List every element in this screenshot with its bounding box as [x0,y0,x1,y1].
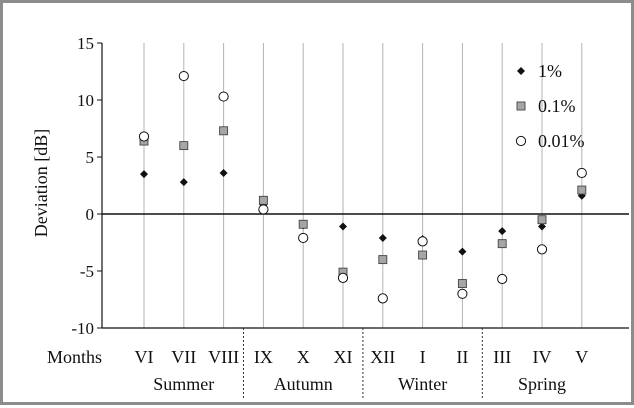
point-circle-IX [258,204,269,215]
legend-label: 0.01% [538,131,585,151]
x-tick-label-VIII: VIII [208,347,239,367]
point-square-I [418,250,428,260]
y-tick-label: 10 [77,91,94,110]
point-diamond-IV [538,222,546,231]
point-diamond-VIII [219,168,228,177]
x-tick-label-II: II [456,347,468,367]
point-diamond-II [458,247,467,256]
x-tick-label-XI: XI [334,347,353,367]
x-category-labels: VI VII VIII IX X XI XII I II III IV V [135,347,589,367]
point-circle-VII [178,70,189,82]
axes [101,43,629,329]
point-square-VIII [219,126,229,136]
legend-label: 0.1% [538,96,576,116]
point-circle-XII [377,293,388,304]
point-circle-IV [536,244,548,255]
point-diamond-VI [140,170,148,179]
y-tick-label: 0 [86,205,95,224]
point-circle-X [298,232,309,244]
point-square-VII [179,141,189,151]
y-axis-label: Deviation [dB] [31,129,51,237]
y-tick-label: 15 [77,34,94,53]
point-circle-III [497,273,508,285]
y-ticks: -10 -5 0 5 10 15 [71,34,102,338]
point-square-XII [378,255,388,265]
x-tick-label-IV: IV [533,347,552,367]
season-label-spring: Spring [518,374,566,394]
point-square-IV [537,215,547,225]
y-tick-label: -10 [71,319,94,338]
y-tick-label: -5 [80,262,94,281]
x-tick-label-VII: VII [171,347,196,367]
point-circle-VI [138,131,150,142]
point-square-X [298,219,308,229]
point-diamond-VII [179,178,188,187]
legend-label: 1% [538,61,562,81]
season-label-autumn: Autumn [274,374,333,394]
season-groups: Summer Autumn Winter Spring [153,328,566,398]
point-square-III [497,239,507,249]
x-tick-label-VI: VI [135,347,154,367]
season-label-winter: Winter [398,374,447,394]
legend: 1% 0.1% 0.01% [515,61,585,151]
y-tick-label: 5 [86,148,95,167]
point-diamond-XI [339,222,347,231]
x-tick-label-IX: IX [254,347,273,367]
grid-lines [143,43,583,328]
point-square-V [577,185,587,195]
x-tick-label-X: X [297,347,310,367]
point-circle-II [457,288,468,299]
x-tick-label-V: V [575,347,588,367]
point-circle-VIII [218,91,229,102]
point-circle-I [417,236,428,247]
legend-marker-square [516,101,526,111]
point-circle-XI [337,272,349,283]
point-circle-V [576,167,587,179]
x-prefix-label: Months [47,347,102,367]
point-square-IX [258,195,268,205]
point-diamond-XII [378,233,387,242]
legend-marker-diamond [517,67,525,75]
legend-marker-circle [515,135,527,147]
point-square-II [457,279,467,288]
x-tick-label-XII: XII [370,347,395,367]
x-tick-label-III: III [493,347,511,367]
data-points [138,70,587,304]
x-tick-label-I: I [420,347,426,367]
point-diamond-III [498,227,507,236]
season-label-summer: Summer [153,374,214,394]
